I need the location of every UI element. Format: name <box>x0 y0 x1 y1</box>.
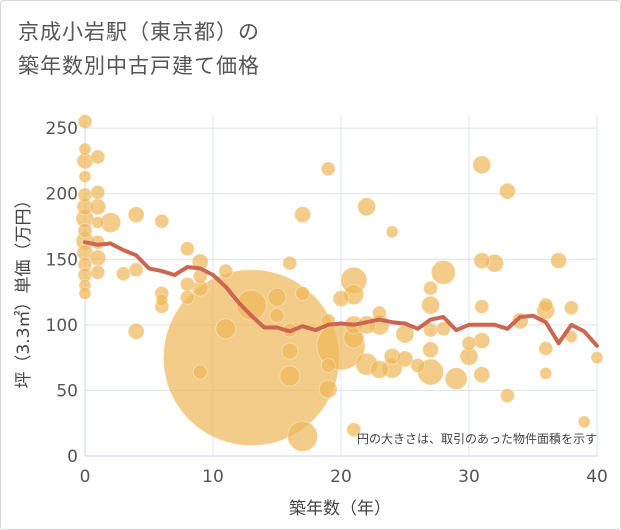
chart-title-line-2: 築年数別中古戸建て価格 <box>18 54 260 78</box>
bubble-point <box>472 155 492 175</box>
bubble-point <box>473 366 491 384</box>
bubble-point <box>385 225 399 239</box>
bubble-point <box>422 341 440 359</box>
bubble-point <box>89 198 107 216</box>
y-tick-label: 50 <box>56 381 78 401</box>
grid-lines <box>84 115 598 457</box>
bubble-point <box>332 290 350 308</box>
bubble-point <box>215 318 237 340</box>
bubble-point <box>538 340 554 356</box>
bubble-point <box>77 222 93 238</box>
y-axis-title: 坪（3.3㎡）単価（万円） <box>14 191 34 388</box>
bubble-point <box>550 252 568 270</box>
bubble-point <box>78 286 92 300</box>
bubble-point <box>91 216 105 230</box>
bubble-size-note: 円の大きさは、取引のあった物件面積を示す <box>357 431 597 446</box>
bubble-point <box>269 308 285 324</box>
bubble-point <box>318 379 338 399</box>
bubble-point <box>499 388 515 404</box>
x-axis-title: 築年数（年） <box>289 499 391 519</box>
bubble-point <box>90 149 106 165</box>
bubble-point <box>77 187 93 203</box>
y-tick-label: 150 <box>46 250 78 270</box>
bubble-point <box>369 359 389 379</box>
bubble-point <box>192 364 208 380</box>
bubble-point <box>127 322 145 340</box>
bubble-point <box>435 321 451 337</box>
bubble-point <box>235 289 267 321</box>
bubble-point <box>421 295 441 315</box>
bubble-point <box>498 182 516 200</box>
y-tick-label: 250 <box>46 119 78 139</box>
bubble-point <box>474 298 490 314</box>
average-price-line <box>83 240 599 348</box>
bubble-point <box>155 293 169 307</box>
bubble-point <box>287 420 319 452</box>
x-tick-label: 30 <box>458 467 480 487</box>
x-tick-label: 0 <box>80 467 91 487</box>
bubble-point <box>357 197 377 217</box>
bubble-point <box>179 289 195 305</box>
bubble-point <box>410 358 426 374</box>
bubble-point <box>423 280 439 296</box>
bubble-point <box>538 297 554 313</box>
tick-labels: 0 10 20 30 40 0 50 100 150 200 250 <box>46 119 608 487</box>
x-tick-label: 10 <box>202 467 224 487</box>
bubble-point <box>90 184 106 200</box>
bubble-point <box>154 213 170 229</box>
bubble-point <box>218 263 234 279</box>
bubble-point <box>590 351 604 365</box>
bubble-point <box>473 332 491 350</box>
bubble-point <box>179 241 195 257</box>
bubble-point <box>179 276 195 292</box>
x-tick-label: 20 <box>330 467 352 487</box>
bubble-point <box>115 266 131 282</box>
bubble-point <box>90 264 106 280</box>
bubble-point <box>295 285 311 301</box>
bubble-point <box>320 161 336 177</box>
bubble-point <box>128 262 144 278</box>
bubble-point <box>396 350 414 368</box>
bubble-point <box>444 367 468 391</box>
bubble-point <box>279 365 301 387</box>
bubble-point <box>461 335 477 351</box>
bubble-point <box>346 422 362 438</box>
bubble-point <box>127 206 145 224</box>
trend-line-layer <box>83 240 599 348</box>
y-tick-label: 200 <box>46 185 78 205</box>
bubble-point <box>78 170 92 184</box>
x-tick-label: 40 <box>586 467 608 487</box>
bubble-point <box>577 415 591 429</box>
bubble-point <box>78 142 92 156</box>
bubble-point <box>539 366 553 380</box>
bubble-point <box>294 206 312 224</box>
bubble-point <box>77 114 93 130</box>
bubble-point <box>282 255 298 271</box>
bubble-point <box>320 358 336 374</box>
y-tick-label: 100 <box>46 316 78 336</box>
bubble-point <box>563 300 579 316</box>
chart-title-line-1: 京成小岩駅（東京都）の <box>18 20 260 44</box>
bubble-layer <box>75 114 604 452</box>
chart-title: 京成小岩駅（東京都）の 築年数別中古戸建て価格 <box>18 15 260 83</box>
bubble-point <box>430 259 456 285</box>
bubble-point <box>473 252 491 270</box>
bubble-point <box>281 342 299 360</box>
y-tick-label: 0 <box>67 447 78 467</box>
bubble-point <box>267 287 287 307</box>
